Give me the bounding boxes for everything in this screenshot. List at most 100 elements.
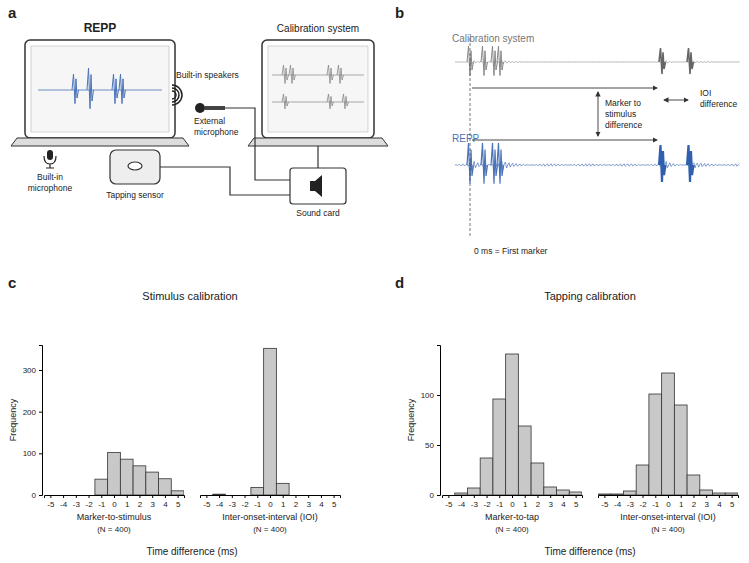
cable bbox=[225, 108, 290, 180]
tick-label: -5 bbox=[47, 500, 55, 509]
cable bbox=[317, 146, 318, 168]
tick: 0 bbox=[112, 495, 117, 509]
tick: -1 bbox=[254, 495, 262, 509]
sound-wave bbox=[172, 88, 179, 102]
tick-label: -1 bbox=[652, 500, 660, 509]
tick-label: 3 bbox=[704, 500, 709, 509]
bar bbox=[700, 490, 713, 495]
tick-label: 0 bbox=[268, 500, 273, 509]
tick: 300 bbox=[23, 366, 42, 375]
tick-label: 1 bbox=[125, 500, 130, 509]
tick-label: 100 bbox=[421, 391, 435, 400]
tick: -2 bbox=[483, 495, 491, 509]
tick-mark bbox=[617, 495, 618, 498]
tick-mark bbox=[668, 495, 669, 498]
label: difference bbox=[605, 120, 642, 130]
bar bbox=[569, 492, 582, 495]
axis-title: Frequency bbox=[406, 398, 416, 441]
tick-mark bbox=[308, 495, 309, 498]
tick-label: 1 bbox=[281, 500, 286, 509]
subplot-label: Inter-onset-interval (IOI) bbox=[620, 512, 716, 522]
waveform-burst bbox=[72, 74, 79, 104]
tick: -4 bbox=[458, 495, 466, 509]
tick-mark bbox=[39, 412, 42, 413]
bar bbox=[251, 488, 264, 496]
bar bbox=[159, 479, 172, 495]
bar bbox=[213, 494, 226, 495]
bar bbox=[133, 466, 146, 495]
tick-mark bbox=[537, 495, 538, 498]
tick: 3 bbox=[548, 495, 553, 509]
laptop-base bbox=[248, 138, 388, 146]
tick-label: -5 bbox=[203, 500, 211, 509]
bar bbox=[674, 405, 687, 495]
tick-label: 50 bbox=[425, 441, 434, 450]
bar bbox=[636, 465, 649, 495]
tick-mark bbox=[270, 495, 271, 498]
external-microphone-body bbox=[205, 106, 225, 110]
laptop-display bbox=[268, 46, 368, 132]
panel-label: b bbox=[395, 4, 404, 21]
built-in-microphone-stand bbox=[44, 156, 56, 168]
tick-mark bbox=[563, 495, 564, 498]
x-axis: -5-4-3-2-1012345 bbox=[599, 495, 739, 509]
tick: 3 bbox=[704, 495, 709, 509]
waveform-burst bbox=[112, 74, 119, 104]
laptop-screen bbox=[25, 40, 175, 138]
bar bbox=[146, 472, 159, 495]
tick-label: -2 bbox=[639, 500, 647, 509]
tick-label: -2 bbox=[241, 500, 249, 509]
bars bbox=[95, 453, 184, 496]
tick-label: 100 bbox=[23, 449, 37, 458]
y-axis-line bbox=[437, 346, 441, 496]
subplot-subtitle: (N = 400) bbox=[97, 525, 131, 534]
waveform-burst bbox=[289, 65, 296, 84]
tick-label: 3 bbox=[150, 500, 155, 509]
tick-label: -2 bbox=[483, 500, 491, 509]
tick: -3 bbox=[73, 495, 81, 509]
tick-mark bbox=[127, 495, 128, 498]
tick-label: 4 bbox=[717, 500, 722, 509]
panel-label: a bbox=[8, 4, 17, 21]
waveform-burst bbox=[687, 145, 694, 182]
tick-label: 1 bbox=[679, 500, 684, 509]
tick-mark bbox=[706, 495, 707, 498]
x-axis-line bbox=[443, 496, 583, 499]
label: Marker to bbox=[605, 98, 641, 108]
tick-label: 0 bbox=[666, 500, 671, 509]
bar bbox=[82, 495, 95, 496]
waveform-burst bbox=[481, 46, 488, 76]
label: difference bbox=[700, 99, 737, 109]
label: Tapping sensor bbox=[106, 190, 164, 200]
subplot-label: Inter-onset-interval (IOI) bbox=[222, 512, 318, 522]
tick: 3 bbox=[306, 495, 311, 509]
tick: 0 bbox=[268, 495, 273, 509]
tick-mark bbox=[283, 495, 284, 498]
track-label: Calibration system bbox=[452, 33, 534, 44]
arrow bbox=[472, 140, 657, 141]
tick: -4 bbox=[614, 495, 622, 509]
tick-label: -3 bbox=[627, 500, 635, 509]
bar bbox=[557, 490, 570, 495]
external-microphone bbox=[195, 103, 205, 113]
laptop-base bbox=[11, 138, 189, 146]
bar bbox=[662, 373, 675, 495]
label: Sound card bbox=[296, 208, 340, 218]
waveform-burst bbox=[282, 94, 289, 109]
label: IOI bbox=[700, 88, 711, 98]
cable bbox=[160, 167, 290, 195]
bar bbox=[611, 494, 624, 495]
tick-mark bbox=[604, 495, 605, 498]
bar bbox=[531, 463, 544, 495]
bar bbox=[327, 495, 340, 496]
tick-label: 0 bbox=[430, 491, 435, 500]
tick: 1 bbox=[523, 495, 528, 509]
tick: 100 bbox=[421, 391, 440, 400]
bar bbox=[506, 354, 519, 495]
tick-mark bbox=[178, 495, 179, 498]
bar bbox=[264, 348, 277, 495]
label: Built-in speakers bbox=[176, 70, 239, 80]
sound-card bbox=[290, 168, 346, 204]
tick-mark bbox=[89, 495, 90, 498]
bar bbox=[623, 491, 636, 495]
